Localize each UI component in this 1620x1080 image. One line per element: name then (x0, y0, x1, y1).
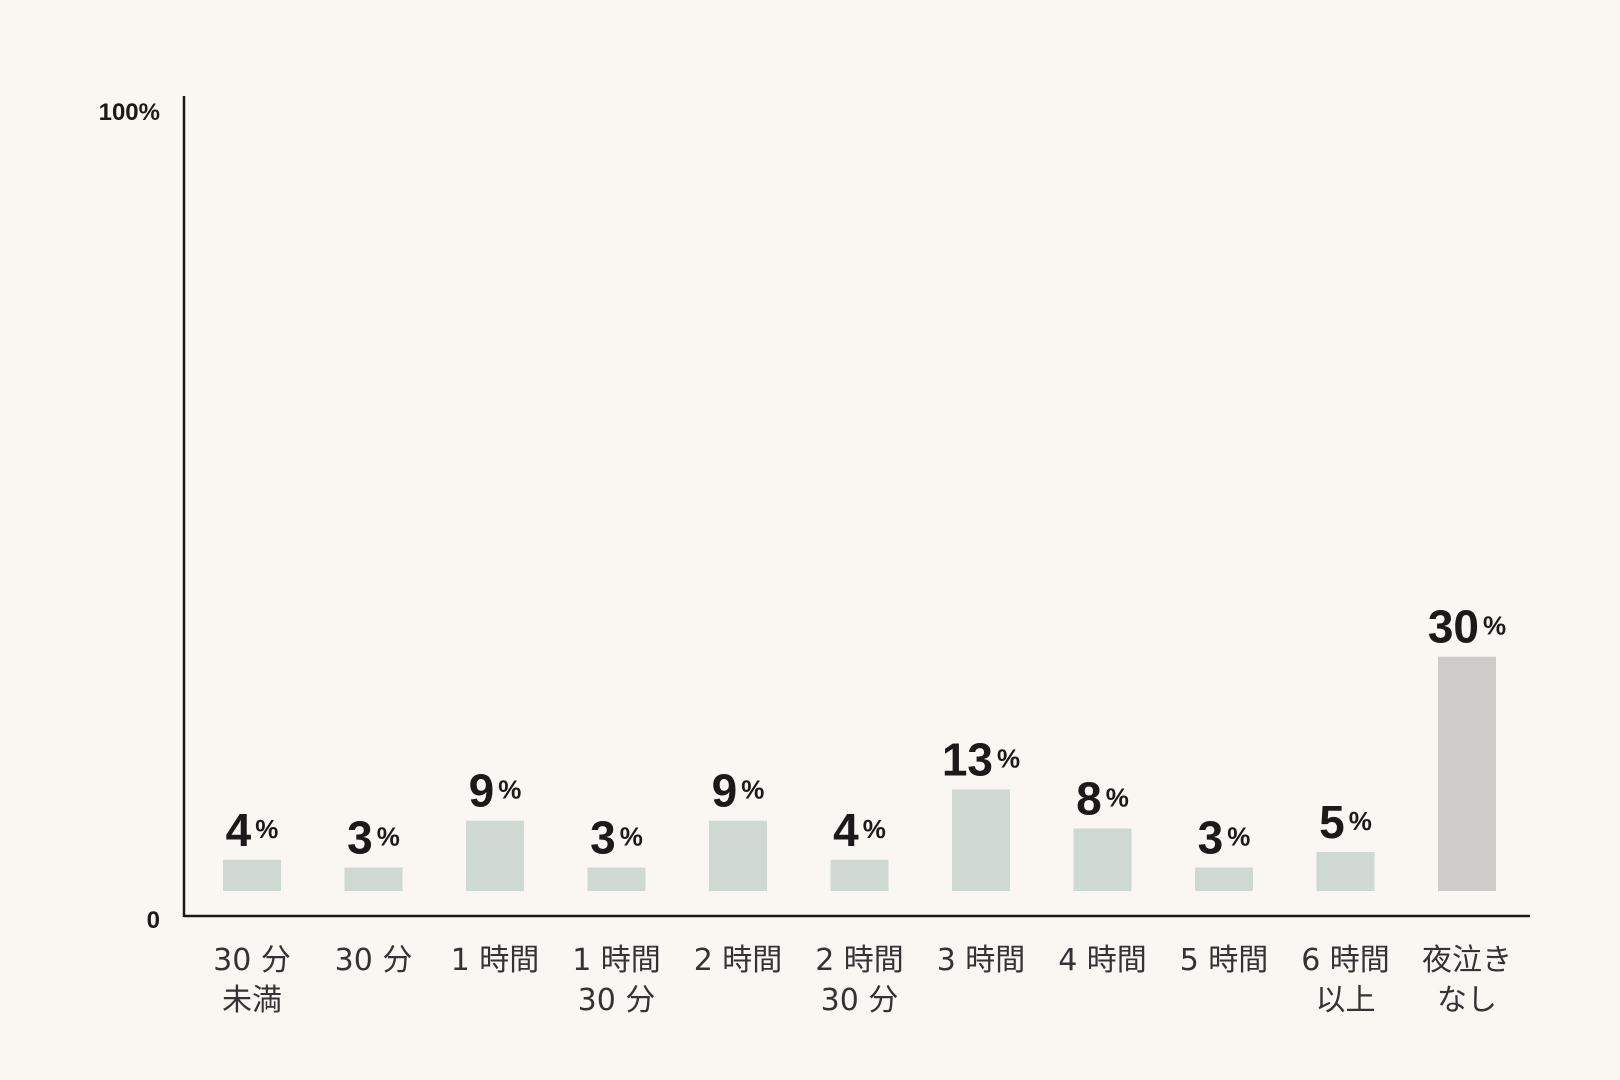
bar-8 (1195, 867, 1253, 891)
category-label-3-line-1: 30 分 (578, 983, 656, 1018)
value-label-3: 3% (590, 812, 643, 864)
value-label-2: 9% (469, 765, 522, 817)
y-tick-label-zero: 0 (147, 907, 160, 934)
y-tick-label-max: 100% (99, 99, 160, 126)
value-label-10: 30% (1428, 601, 1506, 653)
bar-1 (344, 867, 403, 891)
bar-9 (1316, 851, 1375, 891)
category-label-10-line-1: なし (1437, 983, 1497, 1018)
bar-2 (466, 820, 524, 891)
value-label-4: 9% (712, 765, 765, 817)
category-label-10-line-0: 夜泣き (1422, 943, 1512, 978)
value-labels-group: 4% 3 % 9 % 3 % 9 % 4 % 13 % 8 % 3% 5 % 30% (226, 601, 1507, 864)
category-label-1-line-0: 30 分 (335, 943, 413, 978)
category-label-8-line-0: 5 時間 (1180, 943, 1269, 978)
category-label-9-line-1: 以上 (1316, 983, 1376, 1018)
value-label-5: 4% (833, 804, 886, 856)
value-label-8: 3% (1198, 812, 1251, 864)
value-label-1: 3% (347, 812, 400, 864)
category-label-0-line-1: 未満 (222, 983, 282, 1018)
category-label-9-line-0: 6 時間 (1301, 943, 1390, 978)
value-label-6: 13% (942, 733, 1020, 785)
category-label-6-line-0: 3 時間 (937, 943, 1026, 978)
value-label-9: 5% (1319, 796, 1372, 848)
category-label-2-line-0: 1 時間 (451, 943, 540, 978)
category-label-7-line-0: 4 時間 (1058, 943, 1147, 978)
category-label-3-line-0: 1 時間 (572, 943, 661, 978)
category-label-5-line-1: 30 分 (821, 983, 899, 1018)
bars-group (223, 656, 1496, 891)
category-label-5-line-0: 2 時間 (815, 943, 904, 978)
bar-7 (1073, 828, 1132, 891)
bar-0 (223, 859, 281, 891)
bar-10 (1438, 656, 1496, 891)
bar-5 (830, 859, 889, 891)
category-label-0-line-0: 30 分 (213, 943, 291, 978)
value-label-0: 4% (226, 804, 279, 856)
value-label-7: 8% (1076, 773, 1129, 825)
bar-3 (587, 867, 646, 891)
bar-6 (952, 789, 1010, 891)
category-label-4-line-0: 2 時間 (694, 943, 783, 978)
bar-4 (709, 820, 767, 891)
